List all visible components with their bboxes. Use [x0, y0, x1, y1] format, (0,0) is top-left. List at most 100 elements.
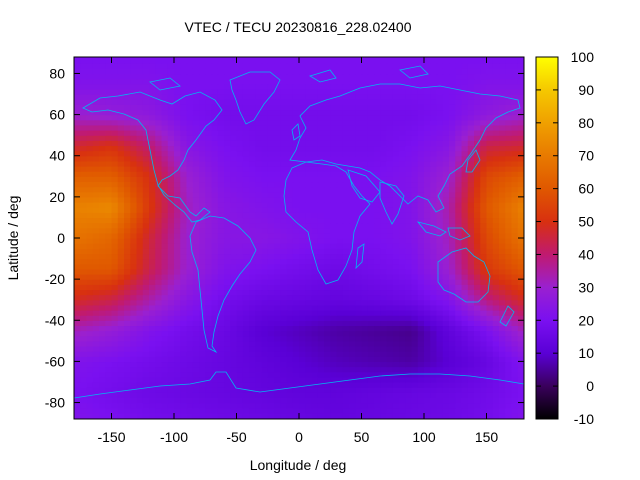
heatmap-cell [186, 68, 194, 75]
heatmap-cell [517, 196, 524, 203]
heatmap-cell [355, 397, 363, 404]
heatmap-cell [299, 263, 306, 270]
heatmap-cell [467, 232, 475, 239]
heatmap-cell [292, 397, 300, 404]
heatmap-cell [455, 258, 463, 265]
heatmap-cell [355, 207, 363, 213]
heatmap-cell [236, 325, 244, 332]
heatmap-cell [255, 258, 263, 265]
heatmap-cell [461, 176, 469, 183]
heatmap-cell [174, 232, 181, 239]
heatmap-cell [261, 140, 269, 147]
heatmap-cell [361, 309, 369, 316]
heatmap-cell [86, 273, 94, 280]
heatmap-cell [336, 325, 344, 332]
heatmap-cell [149, 109, 156, 116]
heatmap-cell [249, 196, 256, 203]
heatmap-cell [267, 114, 275, 121]
heatmap-cell [461, 160, 469, 167]
heatmap-cell [355, 325, 363, 332]
heatmap-cell [342, 150, 350, 157]
heatmap-cell [142, 186, 150, 193]
heatmap-cell [267, 243, 275, 249]
heatmap-cell [299, 83, 306, 90]
heatmap-cell [130, 104, 138, 111]
heatmap-cell [367, 238, 375, 244]
heatmap-cell [392, 325, 400, 332]
heatmap-cell [305, 135, 313, 141]
heatmap-cell [474, 248, 481, 255]
heatmap-cell [505, 232, 513, 239]
heatmap-cell [517, 160, 524, 167]
heatmap-cell [336, 176, 344, 183]
heatmap-cell [92, 186, 100, 193]
heatmap-cell [342, 376, 350, 383]
heatmap-cell [299, 294, 306, 301]
heatmap-cell [255, 114, 263, 121]
heatmap-cell [99, 114, 106, 121]
heatmap-cell [392, 381, 400, 388]
heatmap-cell [386, 335, 394, 342]
heatmap-cell [149, 366, 156, 373]
heatmap-cell [111, 263, 119, 270]
heatmap-cell [449, 387, 456, 393]
heatmap-cell [367, 186, 375, 193]
heatmap-cell [417, 294, 425, 301]
heatmap-cell [380, 166, 388, 172]
heatmap-cell [467, 181, 475, 188]
heatmap-cell [199, 160, 206, 167]
heatmap-cell [205, 68, 213, 75]
heatmap-cell [167, 412, 175, 419]
heatmap-cell [430, 248, 438, 255]
heatmap-cell [430, 135, 438, 141]
heatmap-cell [267, 232, 275, 239]
heatmap-cell [174, 402, 181, 409]
heatmap-cell [324, 345, 331, 352]
heatmap-cell [392, 284, 400, 291]
heatmap-cell [217, 181, 225, 188]
heatmap-cell [255, 361, 263, 368]
heatmap-cell [405, 402, 413, 409]
heatmap-cell [80, 258, 88, 265]
heatmap-cell [74, 238, 81, 244]
heatmap-cell [92, 78, 100, 85]
heatmap-cell [86, 253, 94, 260]
heatmap-cell [499, 124, 506, 131]
heatmap-cell [292, 294, 300, 301]
heatmap-cell [374, 412, 381, 419]
heatmap-cell [424, 299, 431, 306]
heatmap-cell [505, 279, 513, 285]
heatmap-cell [292, 78, 300, 85]
heatmap-cell [249, 212, 256, 219]
heatmap-cell [511, 196, 519, 203]
heatmap-cell [230, 392, 238, 398]
heatmap-cell [405, 263, 413, 270]
heatmap-cell [261, 99, 269, 105]
heatmap-cell [286, 155, 294, 162]
heatmap-cell [74, 145, 81, 152]
heatmap-cell [292, 330, 300, 337]
heatmap-cell [430, 78, 438, 85]
heatmap-cell [392, 392, 400, 398]
heatmap-cell [492, 345, 500, 352]
heatmap-cell [99, 160, 106, 167]
heatmap-cell [342, 345, 350, 352]
heatmap-cell [324, 263, 331, 270]
heatmap-cell [324, 361, 331, 368]
heatmap-cell [174, 166, 181, 172]
heatmap-cell [417, 412, 425, 419]
heatmap-cell [430, 160, 438, 167]
heatmap-cell [299, 248, 306, 255]
heatmap-cell [511, 381, 519, 388]
heatmap-cell [286, 253, 294, 260]
heatmap-cell [467, 412, 475, 419]
heatmap-cell [436, 299, 444, 306]
heatmap-cell [86, 320, 94, 327]
heatmap-cell [136, 351, 144, 357]
heatmap-cell [480, 99, 488, 105]
heatmap-cell [349, 160, 356, 167]
heatmap-cell [249, 320, 256, 327]
heatmap-cell [505, 268, 513, 275]
heatmap-cell [442, 263, 450, 270]
heatmap-cell [230, 289, 238, 296]
